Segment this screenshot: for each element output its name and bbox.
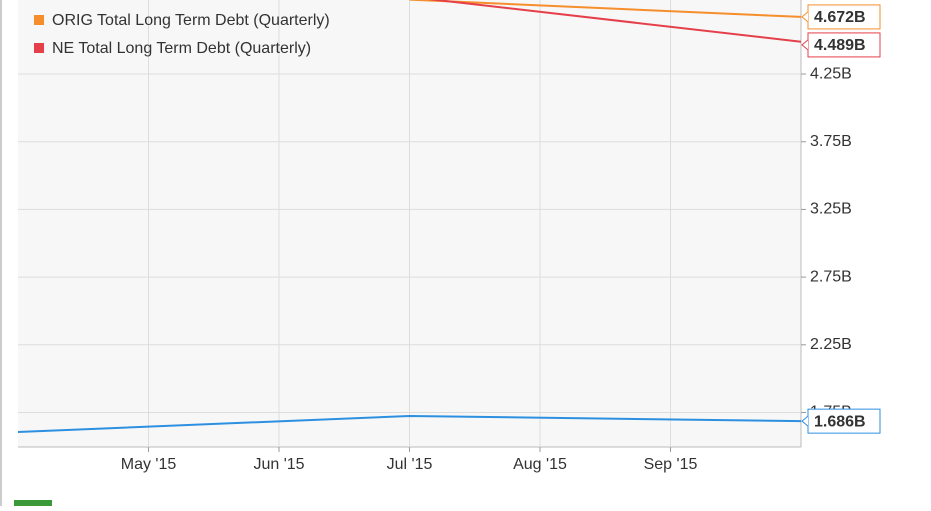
y-tick-label: 3.75B: [810, 133, 852, 150]
value-label-box: [807, 408, 881, 434]
x-tick-label: Aug '15: [513, 456, 567, 473]
value-label: 4.489B: [814, 37, 866, 54]
legend-label: ORIG Total Long Term Debt (Quarterly): [52, 12, 330, 29]
value-label-pointer: [801, 39, 809, 51]
logo: [14, 500, 52, 506]
x-tick-label: Jul '15: [387, 456, 433, 473]
y-tick-label: 3.25B: [810, 201, 852, 218]
series-line: [409, 0, 801, 18]
series-line: [427, 0, 801, 43]
y-tick-label: 4.25B: [810, 65, 852, 82]
value-label-pointer: [801, 415, 809, 427]
y-tick-label: 2.75B: [810, 268, 852, 285]
value-label-pointer: [801, 11, 809, 23]
x-tick-label: Jun '15: [253, 456, 304, 473]
value-label: 4.672B: [814, 9, 866, 26]
legend-swatch: [34, 15, 44, 25]
value-label: 1.686B: [814, 413, 866, 430]
x-tick-label: May '15: [121, 456, 177, 473]
x-tick-label: Sep '15: [644, 456, 698, 473]
series-line: [18, 414, 801, 433]
legend-label: NE Total Long Term Debt (Quarterly): [52, 40, 311, 57]
legend-swatch: [34, 43, 44, 53]
y-tick-label: 2.25B: [810, 336, 852, 353]
